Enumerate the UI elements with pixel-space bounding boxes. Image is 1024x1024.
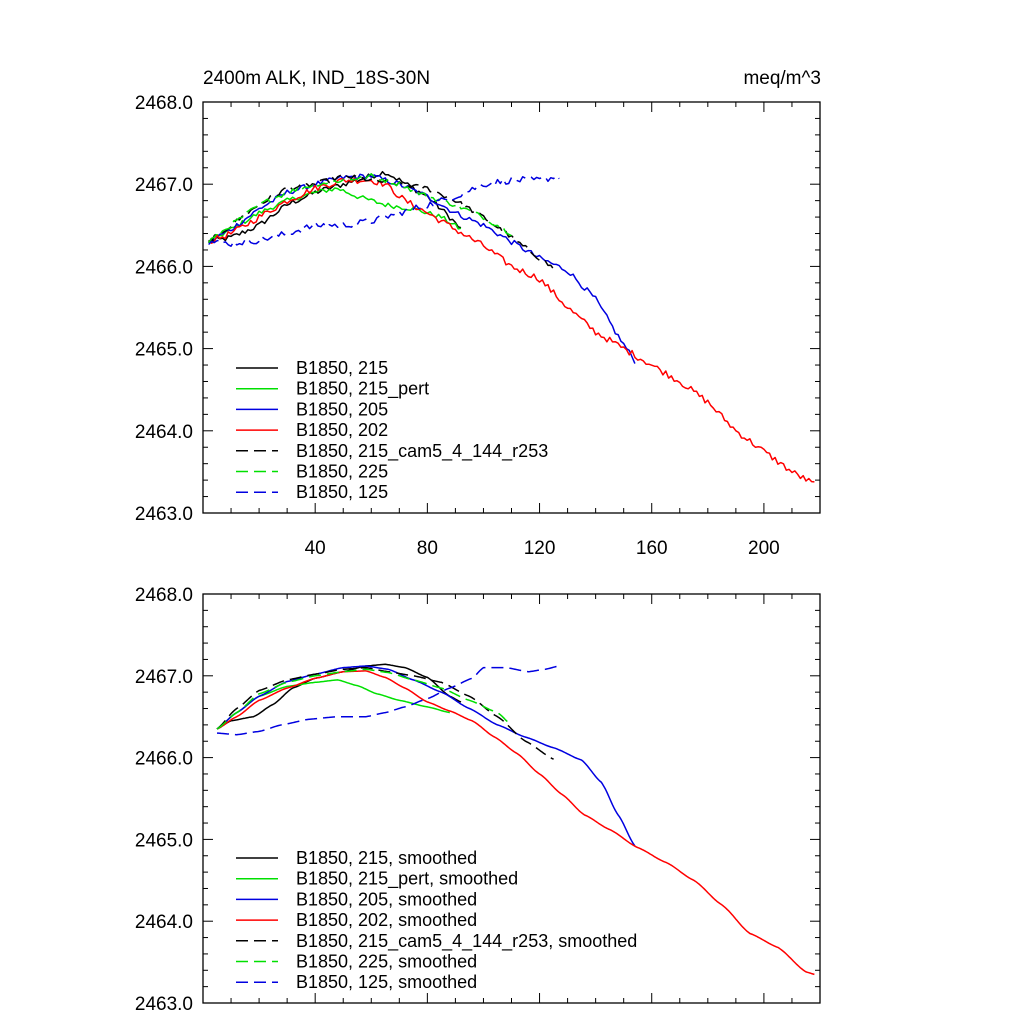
series-line — [208, 170, 462, 244]
y-tick-label: 2467.0 — [135, 175, 193, 196]
x-tick-label: 200 — [748, 538, 780, 559]
legend-label: B1850, 205 — [296, 399, 388, 419]
legend-label: B1850, 125 — [296, 482, 388, 502]
y-tick-label: 2468.0 — [135, 585, 193, 606]
y-tick-label: 2466.0 — [135, 749, 193, 770]
y-tick-label: 2466.0 — [135, 257, 193, 278]
units-label: meq/m^3 — [743, 68, 821, 89]
legend-label: B1850, 215 — [296, 358, 388, 378]
legend-label: B1850, 215, smoothed — [296, 848, 477, 868]
y-tick-label: 2465.0 — [135, 340, 193, 361]
legend-label: B1850, 125, smoothed — [296, 972, 477, 992]
series-line — [208, 173, 557, 271]
legend-label: B1850, 225 — [296, 462, 388, 482]
chart-title: 2400m ALK, IND_18S-30N — [203, 68, 430, 89]
series-line — [216, 663, 462, 730]
legend-label: B1850, 215_cam5_4_144_r253 — [296, 441, 548, 462]
series-line — [208, 187, 462, 243]
x-tick-label: 80 — [417, 538, 438, 559]
x-tick-label: 40 — [305, 538, 326, 559]
series-line — [216, 668, 512, 730]
series-line — [207, 173, 512, 244]
legend-label: B1850, 215_cam5_4_144_r253, smoothed — [296, 931, 637, 952]
upper-panel: 2463.0 2464.0 2465.0 2466.0 2467.0 2468.0 40 80… — [135, 93, 821, 559]
y-tick-label: 2465.0 — [135, 830, 193, 851]
x-tick-label: 160 — [636, 538, 668, 559]
y-tick-label: 2464.0 — [135, 912, 193, 933]
series-line — [216, 666, 554, 760]
legend-label: B1850, 205, smoothed — [296, 889, 477, 909]
x-tick-label: 120 — [524, 538, 556, 559]
lower-panel: 2463.0 2464.0 2465.0 2466.0 2467.0 2468.0 B185… — [135, 585, 821, 1015]
series-line — [207, 173, 636, 364]
y-tick-label: 2463.0 — [135, 994, 193, 1015]
legend-label: B1850, 202, smoothed — [296, 910, 477, 930]
series-line — [216, 665, 636, 847]
y-tick-label: 2463.0 — [135, 504, 193, 525]
legend-label: B1850, 215_pert, smoothed — [296, 869, 518, 890]
series-line — [217, 665, 560, 736]
legend-label: B1850, 215_pert — [296, 379, 429, 400]
legend-label: B1850, 225, smoothed — [296, 952, 477, 972]
y-tick-label: 2467.0 — [135, 667, 193, 688]
series-line — [216, 670, 815, 976]
y-tick-label: 2464.0 — [135, 422, 193, 443]
series-line — [208, 177, 815, 483]
series-line — [208, 175, 560, 247]
y-tick-label: 2468.0 — [135, 93, 193, 114]
legend-label: B1850, 202 — [296, 420, 388, 440]
